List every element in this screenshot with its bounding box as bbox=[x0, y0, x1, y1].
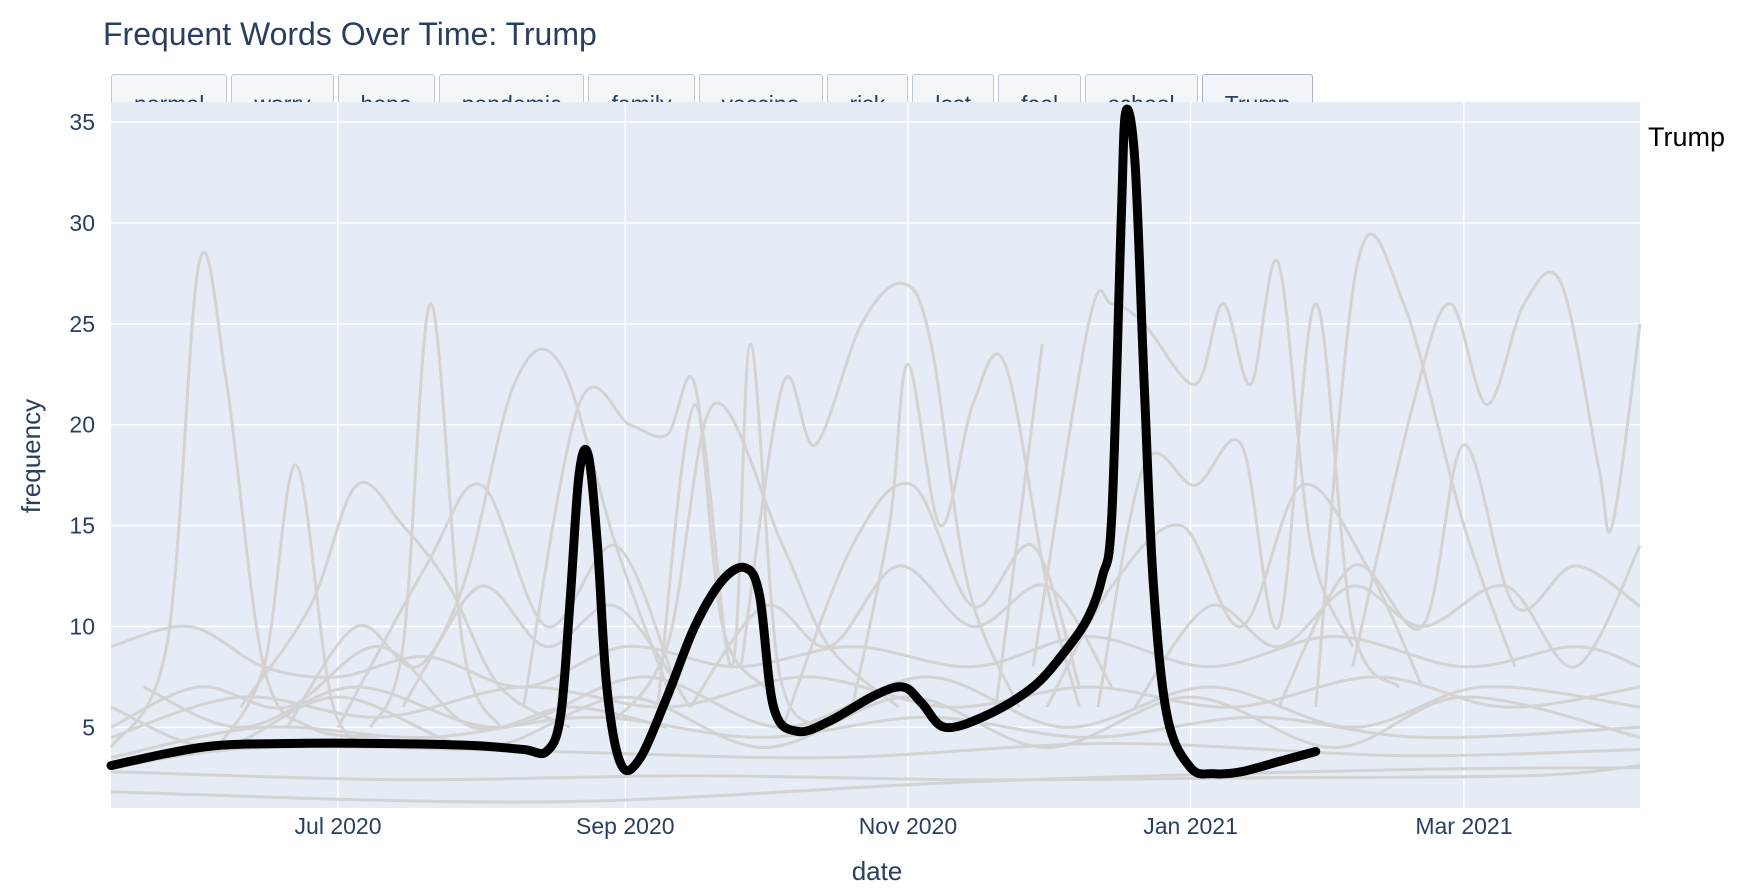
y-tick-label: 20 bbox=[69, 412, 95, 438]
y-tick-label: 25 bbox=[69, 311, 95, 337]
background-series-line-18 bbox=[336, 482, 678, 729]
plot-area bbox=[111, 102, 1640, 808]
background-series-line-28 bbox=[1133, 545, 1642, 708]
background-series-line-8 bbox=[850, 352, 1081, 708]
background-series-line-17 bbox=[239, 481, 571, 729]
x-axis-label: date bbox=[852, 856, 903, 886]
background-series-line-9 bbox=[994, 343, 1044, 708]
y-tick-labels: 5 10 15 20 25 30 35 bbox=[69, 109, 95, 740]
x-tick-label: Jan 2021 bbox=[1143, 813, 1238, 839]
x-tick-label: Jul 2020 bbox=[295, 813, 382, 839]
x-tick-labels: Jul 2020 Sep 2020 Nov 2020 Jan 2021 Mar 2021 bbox=[295, 813, 1513, 839]
background-series-line-23 bbox=[110, 624, 1641, 689]
background-series-line-1 bbox=[109, 251, 380, 749]
y-tick-label: 5 bbox=[82, 714, 95, 740]
background-series-line-12 bbox=[1314, 232, 1517, 708]
background-series-line-14 bbox=[110, 766, 1641, 804]
highlight-series-label: Trump bbox=[1648, 122, 1725, 152]
background-series-line-24 bbox=[110, 675, 1641, 739]
background-series-line-25 bbox=[110, 715, 1641, 760]
background-series-line-15 bbox=[110, 764, 1641, 782]
background-series-line-5 bbox=[521, 375, 766, 708]
background-series-group bbox=[109, 232, 1642, 804]
grid-lines bbox=[111, 102, 1640, 808]
y-tick-label: 10 bbox=[69, 613, 95, 639]
background-series-line-6 bbox=[656, 342, 817, 729]
x-tick-label: Nov 2020 bbox=[859, 813, 957, 839]
background-series-line-29 bbox=[110, 695, 1641, 750]
background-series-line-20 bbox=[781, 482, 1081, 728]
x-tick-label: Mar 2021 bbox=[1415, 813, 1512, 839]
background-series-line-26 bbox=[285, 584, 692, 729]
y-tick-label: 30 bbox=[69, 210, 95, 236]
background-series-line-21 bbox=[1045, 482, 1424, 708]
background-series-line-7 bbox=[739, 281, 1021, 708]
background-series-line-13 bbox=[1351, 270, 1642, 668]
chart-title: Frequent Words Over Time: Trump bbox=[103, 16, 597, 52]
y-axis-label: frequency bbox=[16, 399, 46, 513]
highlight-series-line bbox=[106, 104, 1321, 779]
background-series-line-4 bbox=[401, 347, 669, 708]
y-tick-label: 35 bbox=[69, 109, 95, 135]
x-tick-label: Sep 2020 bbox=[576, 813, 674, 839]
highlight-series-group bbox=[106, 104, 1321, 779]
y-tick-label: 15 bbox=[69, 513, 95, 539]
background-series-line-22 bbox=[1277, 443, 1641, 708]
background-series-line-10 bbox=[1031, 258, 1355, 668]
